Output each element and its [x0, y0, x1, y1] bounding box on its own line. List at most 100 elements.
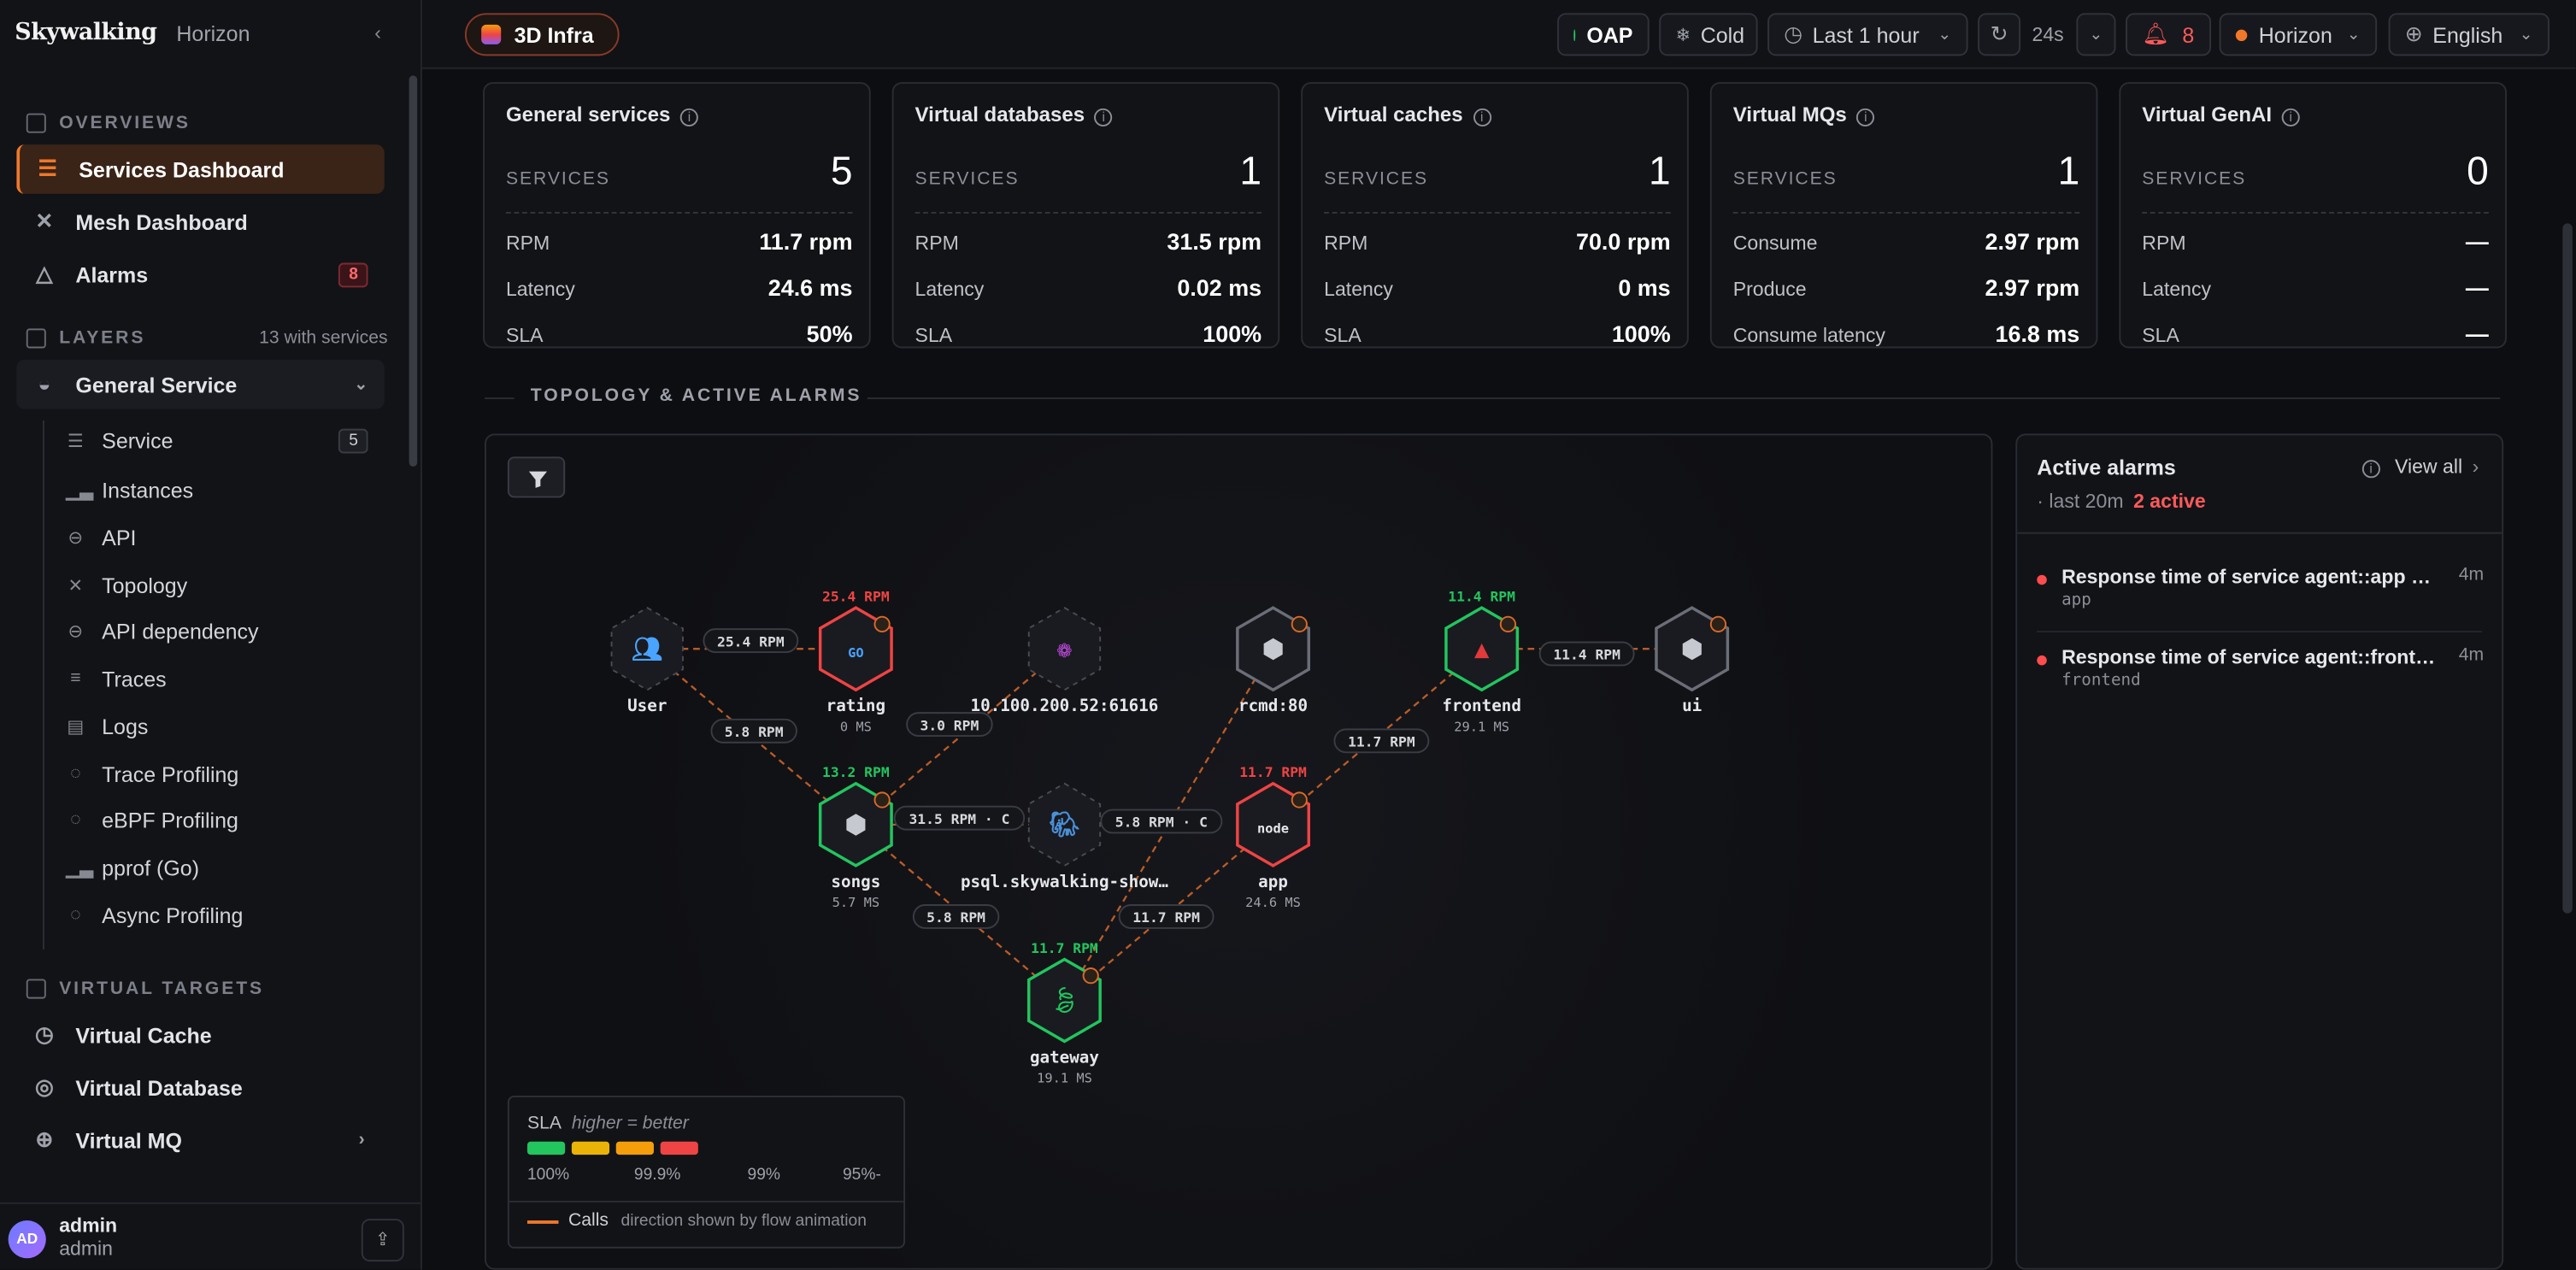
card-count: 0 [2467, 149, 2489, 194]
topology-node-gateway[interactable]: 🍃︎ gateway 19.1 MS 11.7 RPM [1027, 940, 1102, 1086]
topology-node-psql[interactable]: 🐘︎ psql.skywalking-show… [961, 782, 1168, 891]
edge-label[interactable]: 5.8 RPM [710, 718, 797, 744]
alarm-time: 4m [2458, 565, 2485, 585]
avatar[interactable]: AD [8, 1220, 46, 1259]
info-icon: i [679, 108, 699, 126]
theme-select[interactable]: Horizon ⌄ [2219, 13, 2378, 56]
page-scrollbar[interactable] [2562, 223, 2573, 914]
cube-icon: ⬢ [1681, 634, 1703, 663]
summary-card[interactable]: Virtual GenAI i SERVICES 0 RPM — Latency — SLA — [2119, 82, 2507, 349]
export-button[interactable]: ⇪ [361, 1219, 404, 1262]
metric-value: — [2465, 320, 2489, 347]
summary-card[interactable]: Virtual MQs i SERVICES 1 Consume 2.97 rpm Prod… [1709, 82, 2098, 349]
topology-node-songs[interactable]: ⬢ songs 5.7 MS 13.2 RPM [818, 764, 893, 910]
node-latency: 24.6 MS [1245, 895, 1301, 910]
edge-label[interactable]: 11.7 RPM [1118, 904, 1214, 929]
metric-value: — [2465, 228, 2489, 255]
sub-api-dependency[interactable]: ⊖ API dependency [50, 611, 378, 650]
card-count-label: SERVICES [1732, 168, 1838, 190]
summary-card[interactable]: Virtual caches i SERVICES 1 RPM 70.0 rpm Laten… [1301, 82, 1689, 349]
topology-node-user[interactable]: 👥︎ User [610, 607, 684, 715]
nav-virtual-mq[interactable]: ⊕ Virtual MQ › [16, 1115, 385, 1165]
topology-node-rcmd[interactable]: ⬢ rcmd:80 [1236, 606, 1310, 715]
theme-label: Horizon [2258, 21, 2332, 47]
edge-label[interactable]: 11.7 RPM [1333, 728, 1430, 754]
divider [1732, 211, 2080, 214]
nav-services-dashboard[interactable]: ☰ Services Dashboard [16, 144, 385, 194]
sub-topology[interactable]: ✕ Topology [50, 565, 378, 604]
node-alarm-marker [873, 615, 891, 632]
refresh-icon: ↻ [1990, 21, 2008, 46]
sub-pprof[interactable]: ▁▃ pprof (Go) [50, 848, 378, 887]
edge-label[interactable]: 5.8 RPM · C [1100, 808, 1223, 834]
edge-label[interactable]: 3.0 RPM [906, 712, 993, 738]
legend-stops: 100% 99.9% 99% 95%- [527, 1167, 892, 1190]
language-select[interactable]: ⊕ English ⌄ [2388, 13, 2550, 56]
node-label: 10.100.200.52:61616 [971, 696, 1159, 715]
bell-icon: 🔔︎ [2142, 21, 2170, 46]
grid-icon [26, 979, 46, 999]
topology-node-ip[interactable]: ❁ 10.100.200.52:61616 [971, 607, 1159, 715]
edge-label[interactable]: 25.4 RPM [703, 628, 799, 653]
layer-3d-infra-button[interactable]: 3D Infra [464, 13, 620, 56]
refresh-button[interactable]: ↻ [1978, 13, 2021, 56]
summary-card[interactable]: General services i SERVICES 5 RPM 11.7 rpm Lat… [483, 82, 871, 349]
overviews-section: OVERVIEWS [26, 113, 388, 133]
cube-icon: ⬢ [1262, 634, 1284, 663]
metric-label: SLA [915, 323, 953, 347]
server-icon: ☰ [67, 431, 84, 451]
edge-label[interactable]: 11.4 RPM [1538, 641, 1635, 667]
node-hexagon [818, 781, 893, 867]
topology-node-ui[interactable]: ⬢ ui [1655, 606, 1730, 715]
brand[interactable]: Skywalking Horizon [15, 20, 250, 46]
nav-virtual-cache[interactable]: ◷ Virtual Cache [16, 1010, 385, 1060]
filter-button[interactable] [507, 456, 566, 498]
view-all-link[interactable]: i View all › [2361, 455, 2479, 479]
sub-logs[interactable]: ▤ Logs [50, 706, 378, 745]
edge-label-text: 5.8 RPM · C [1115, 814, 1208, 831]
alarms-active-count: 2 active [2133, 489, 2206, 513]
sub-async-profiling[interactable]: ◌ Async Profiling [50, 895, 378, 934]
sub-ebpf-profiling[interactable]: ◌ eBPF Profiling [50, 800, 378, 839]
metric-value: 0 ms [1618, 273, 1671, 301]
edge-label[interactable]: 31.5 RPM · C [893, 805, 1026, 831]
sub-traces[interactable]: ≡ Traces [50, 659, 378, 698]
card-count: 5 [830, 149, 853, 194]
sub-api[interactable]: ⊖ API [50, 517, 378, 556]
topology-node-rating[interactable]: GO rating 0 MS 25.4 RPM [818, 588, 893, 734]
alarms-badge: 8 [338, 262, 368, 287]
refresh-interval-select[interactable]: ⌄ [2076, 13, 2116, 56]
node-label: psql.skywalking-show… [961, 872, 1168, 891]
node-latency: 19.1 MS [1037, 1071, 1092, 1086]
nav-alarms[interactable]: △ Alarms 8 [16, 250, 385, 299]
sub-instances[interactable]: ▁▃ Instances [50, 470, 378, 509]
time-range-select[interactable]: ◷ Last 1 hour ⌄ [1767, 13, 1968, 56]
card-title-text: Virtual caches [1324, 103, 1463, 126]
collapse-sidebar-icon[interactable]: ‹ [374, 21, 381, 44]
node-label: rating [826, 696, 885, 715]
alarm-bell-button[interactable]: 🔔︎ 8 [2126, 13, 2212, 56]
oap-status[interactable]: OAP [1557, 13, 1650, 56]
nav-mesh-dashboard[interactable]: ✕ Mesh Dashboard [16, 197, 385, 247]
sidebar-scrollbar[interactable] [409, 75, 418, 467]
edge-label-pill [912, 904, 1000, 929]
nav-virtual-database[interactable]: ◎ Virtual Database [16, 1063, 385, 1113]
node-hexagon [1027, 957, 1102, 1044]
layers-icon [26, 328, 46, 349]
metric-label: RPM [915, 232, 959, 255]
topology-node-app[interactable]: node app 24.6 MS 11.7 RPM [1236, 764, 1310, 910]
topology-canvas[interactable]: 25.4 RPM 5.8 RPM 3.0 RPM 31.5 RPM · C 5.8 RP… [484, 433, 1993, 1270]
summary-card[interactable]: Virtual databases i SERVICES 1 RPM 31.5 rpm La… [891, 82, 1280, 349]
sub-service[interactable]: ☰ Service 5 [50, 420, 378, 460]
sla-legend: SLA higher = better 100% 99.9% 99% 95%- Cal… [507, 1095, 906, 1249]
card-count-label: SERVICES [1324, 168, 1429, 190]
layer-general-service[interactable]: ◒ General Service ⌄ [16, 359, 385, 409]
edge-label[interactable]: 5.8 RPM [912, 904, 1000, 929]
sub-label: eBPF Profiling [102, 807, 238, 832]
sub-trace-profiling[interactable]: ◌ Trace Profiling [50, 754, 378, 793]
cold-toggle[interactable]: ❄ Cold [1659, 13, 1758, 56]
topology-node-frontend[interactable]: ▲ frontend 29.1 MS 11.4 RPM [1442, 588, 1521, 734]
legend-hint: higher = better [571, 1114, 689, 1134]
spring-icon: 🍃︎ [1049, 985, 1080, 1014]
layers-count: 13 with services [259, 328, 388, 349]
